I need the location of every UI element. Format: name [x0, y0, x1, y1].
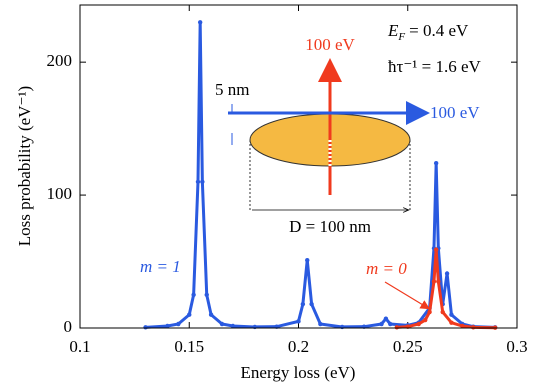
- series-label: m = 0: [366, 259, 407, 278]
- point: [431, 279, 437, 284]
- point: [296, 319, 301, 324]
- point: [379, 321, 384, 327]
- annotation: = 0.4 eV: [409, 21, 469, 40]
- annotation: D = 100 nm: [289, 217, 371, 236]
- point: [191, 292, 196, 297]
- point: [440, 309, 445, 315]
- point: [187, 312, 192, 317]
- y-tick-label: 0: [64, 317, 73, 336]
- annotation: 100 eV: [430, 103, 480, 122]
- point: [165, 323, 170, 329]
- point: [433, 247, 439, 252]
- x-tick-label: 0.15: [174, 337, 204, 356]
- annotation: 5 nm: [215, 80, 249, 99]
- point: [300, 301, 306, 307]
- point: [318, 321, 323, 327]
- y-axis-label: Loss probability (eV⁻¹): [15, 86, 34, 246]
- point: [204, 292, 209, 297]
- point: [305, 258, 310, 263]
- x-tick-label: 0.2: [288, 337, 309, 356]
- plot-frame: [79, 4, 518, 329]
- point: [143, 325, 148, 330]
- point: [436, 279, 441, 284]
- point: [219, 321, 225, 327]
- point: [449, 320, 454, 325]
- annotation: ħτ⁻¹ = 1.6 eV: [388, 57, 482, 76]
- point: [444, 271, 450, 276]
- point: [208, 312, 214, 317]
- point: [388, 321, 393, 327]
- x-tick-label: 0.25: [393, 337, 423, 356]
- x-tick-label: 0.1: [69, 337, 90, 356]
- point: [423, 317, 428, 323]
- point: [197, 20, 203, 25]
- inset-diagram: 5 nm 100 eV 100 eV D = 100 nm EF = 0.4 eV…: [215, 21, 482, 310]
- annotation: 100 eV: [305, 35, 355, 54]
- series-label: m = 1: [140, 257, 181, 276]
- point: [230, 323, 236, 329]
- point: [383, 316, 389, 321]
- point: [460, 323, 465, 329]
- point: [416, 321, 421, 327]
- point: [176, 321, 181, 327]
- y-tick-label: 200: [47, 51, 73, 70]
- annotation: E: [387, 21, 399, 40]
- point: [309, 301, 314, 307]
- point: [394, 325, 400, 330]
- point: [471, 325, 476, 330]
- point: [433, 160, 439, 166]
- point: [449, 312, 454, 317]
- line: [145, 22, 496, 329]
- point: [427, 309, 432, 315]
- point: [200, 179, 205, 184]
- annotation: F: [397, 31, 405, 43]
- x-tick-label: 0.3: [506, 337, 527, 356]
- point: [195, 179, 201, 184]
- annotation: EF = 0.4 eV: [387, 21, 469, 43]
- x-axis-label: Energy loss (eV): [241, 363, 356, 382]
- y-tick-label: 100: [47, 184, 73, 203]
